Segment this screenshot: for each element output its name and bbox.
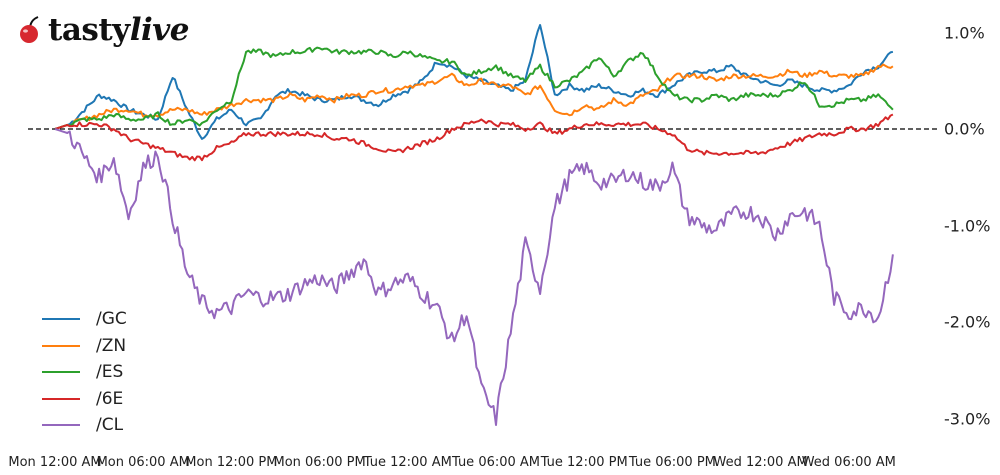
legend-item: /ES (42, 359, 127, 386)
x-tick-label: Mon 06:00 AM (96, 455, 190, 470)
legend-label: /6E (96, 388, 124, 409)
series-line-cl (54, 128, 894, 426)
series-line-gc (54, 24, 894, 140)
y-tick-label: 1.0% (944, 23, 985, 42)
legend-swatch (42, 344, 80, 347)
x-tick-label: Tue 06:00 PM (628, 455, 716, 470)
brand-name: tastylive (48, 12, 190, 48)
y-tick-label: -1.0% (944, 216, 991, 235)
legend-swatch (42, 318, 80, 321)
legend-item: /ZN (42, 333, 127, 360)
legend-item: /CL (42, 412, 127, 439)
series-lines (54, 24, 894, 426)
legend-label: /CL (96, 415, 124, 436)
legend-swatch (42, 424, 80, 427)
brand-name-part2: live (129, 12, 190, 48)
legend-label: /GC (96, 309, 127, 330)
x-tick-label: Tue 12:00 AM (363, 455, 452, 470)
x-tick-label: Mon 06:00 PM (273, 455, 366, 470)
tastylive-logo: tastylive (14, 10, 190, 50)
y-tick-label: -3.0% (944, 409, 991, 428)
legend-swatch (42, 371, 80, 374)
legend-item: /GC (42, 306, 127, 333)
x-tick-label: Mon 12:00 AM (8, 455, 102, 470)
series-line-6e (54, 113, 894, 162)
x-tick-label: Mon 12:00 PM (185, 455, 278, 470)
y-tick-label: -2.0% (944, 312, 991, 332)
series-line-zn (54, 63, 894, 130)
legend-label: /ZN (96, 335, 127, 356)
brand-name-part1: tasty (48, 12, 130, 48)
cherry-icon (20, 16, 39, 43)
legend-label: /ES (96, 362, 124, 383)
x-tick-label: Wed 06:00 AM (801, 455, 896, 470)
x-tick-label: Tue 06:00 AM (451, 455, 541, 470)
legend-swatch (42, 397, 80, 400)
x-tick-label: Wed 12:00 AM (713, 455, 808, 470)
legend-item: /6E (42, 386, 127, 413)
series-line-es (54, 46, 894, 130)
x-tick-label: Tue 12:00 PM (540, 455, 628, 470)
y-tick-label: 0.0% (944, 119, 985, 139)
legend: /GC/ZN/ES/6E/CL (42, 306, 127, 439)
